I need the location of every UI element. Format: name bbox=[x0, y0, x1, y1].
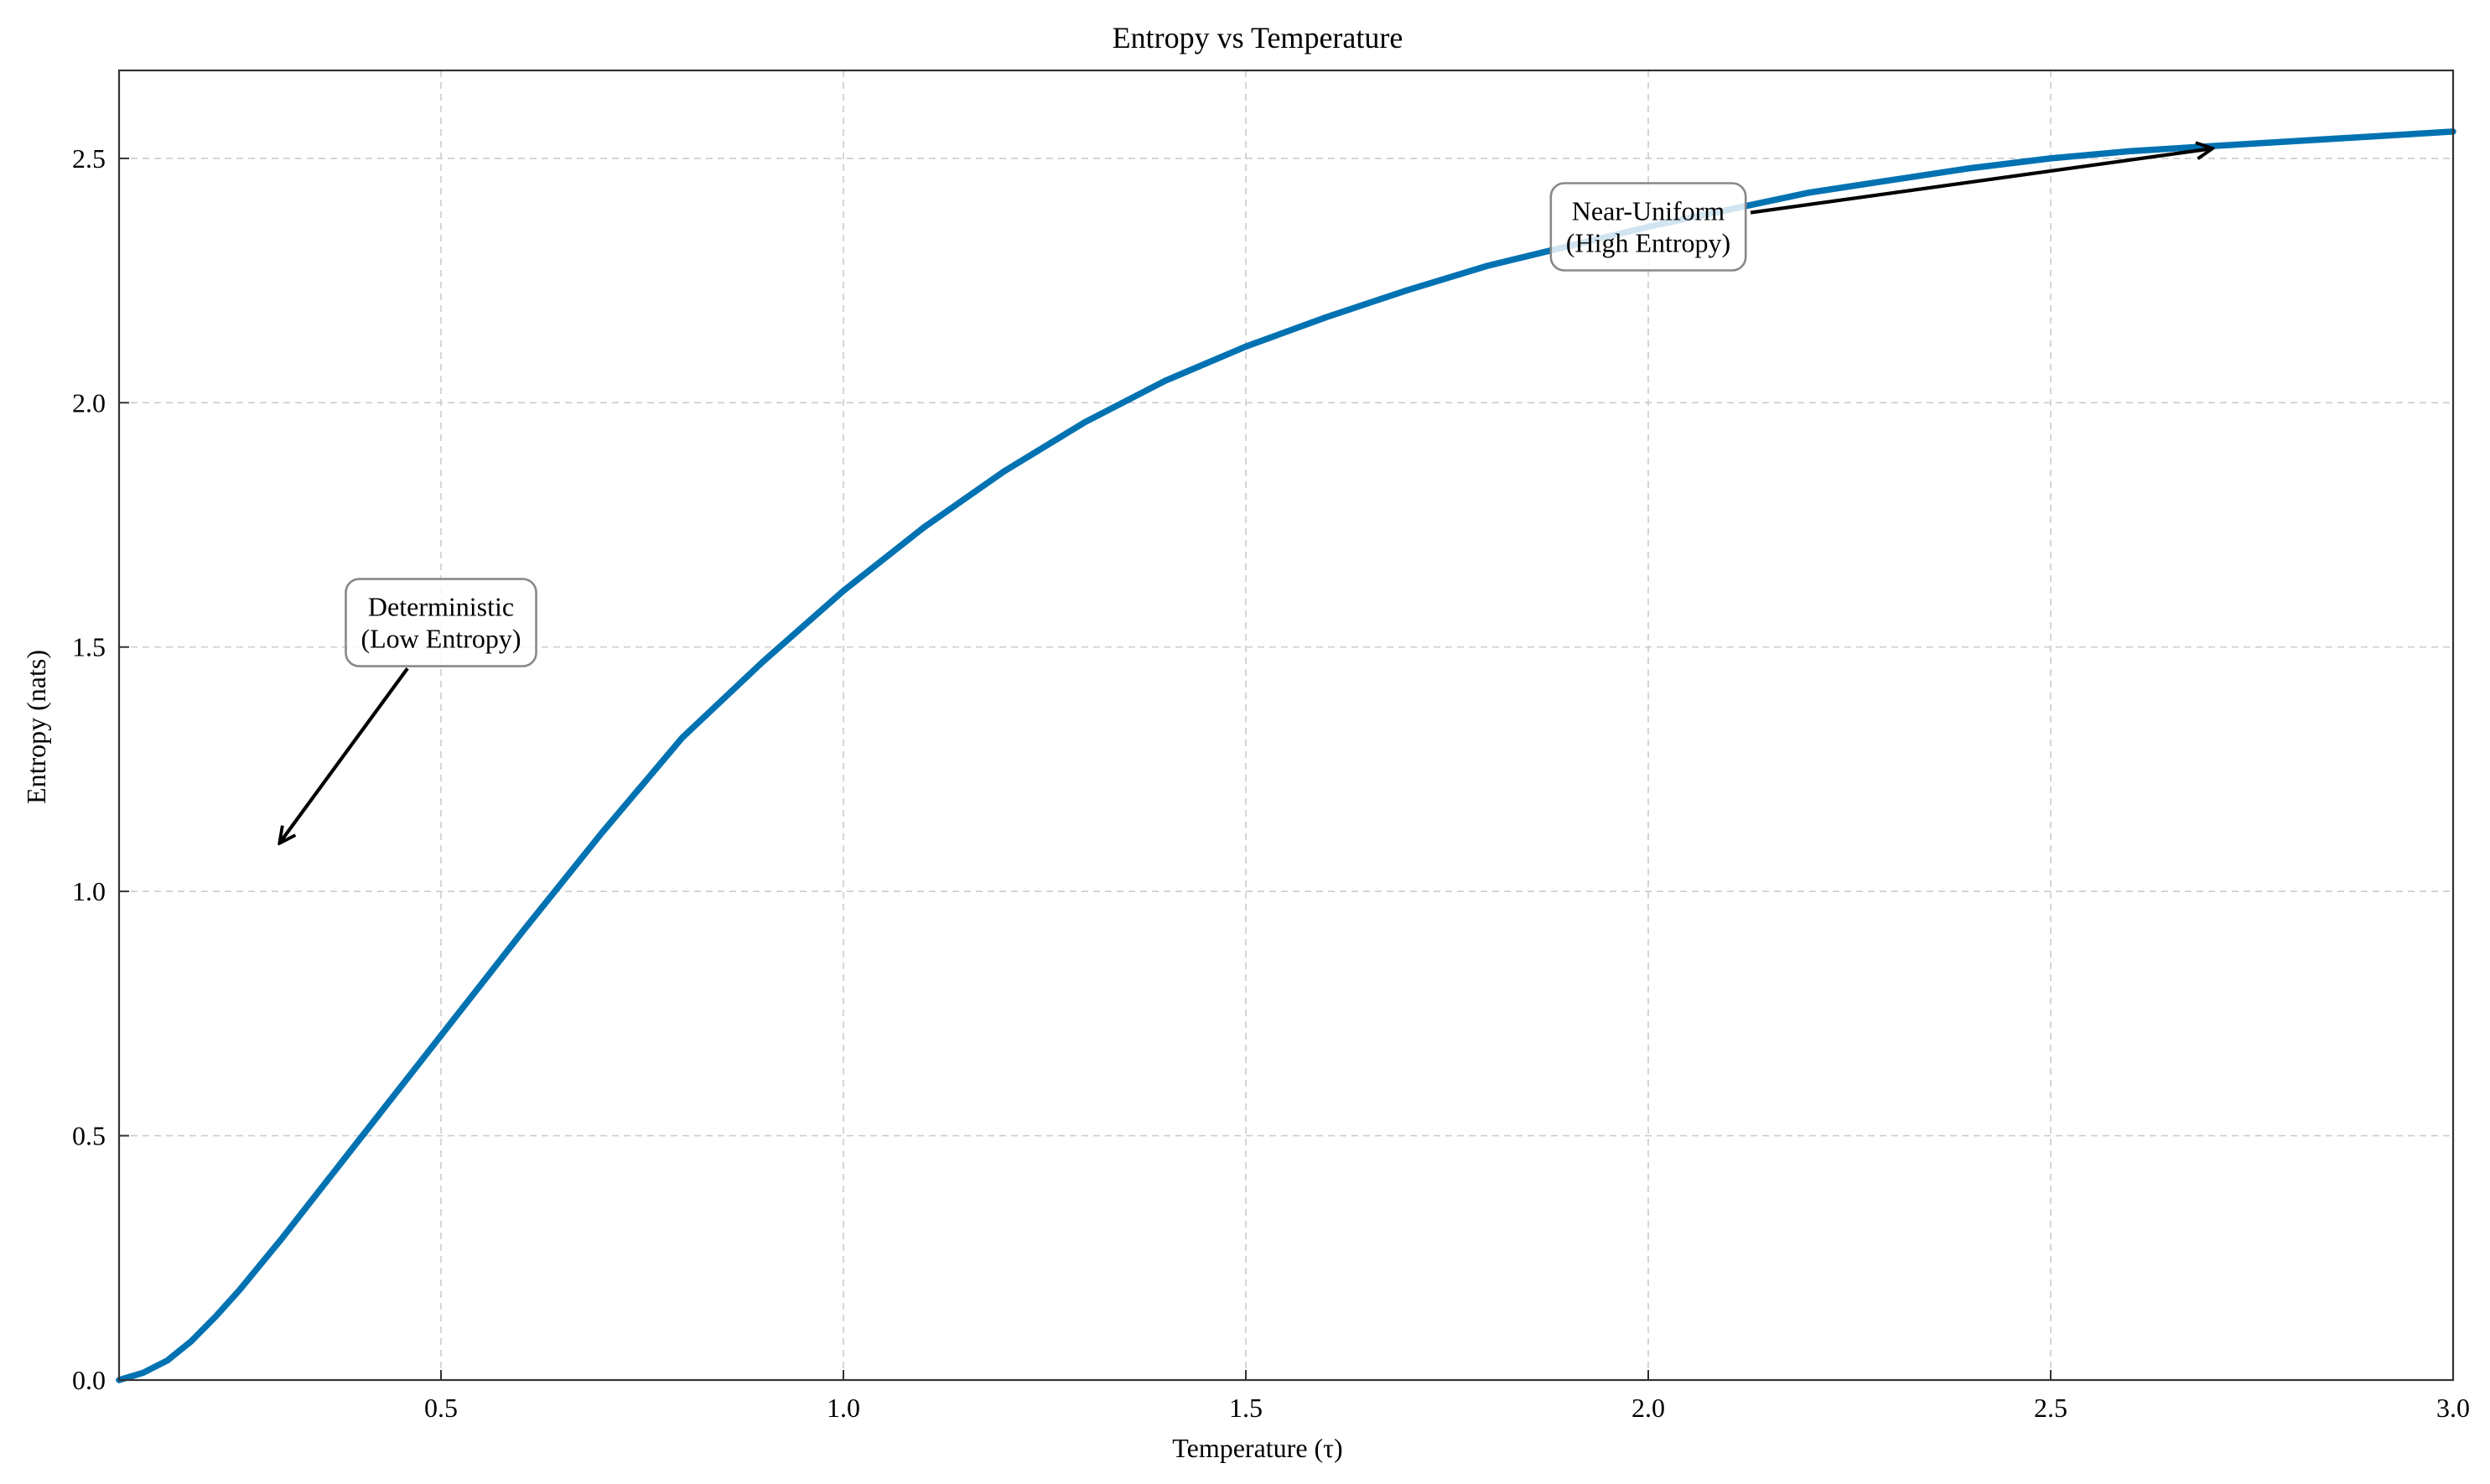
annotation: Near-Uniform(High Entropy) bbox=[1549, 148, 2212, 272]
annotation-text: Deterministic bbox=[368, 591, 514, 621]
annotation-text: (Low Entropy) bbox=[361, 623, 521, 653]
annotation-arrow bbox=[1750, 148, 2212, 215]
annotation-box bbox=[345, 578, 537, 667]
y-axis-label: Entropy (nats) bbox=[21, 650, 51, 804]
x-tick-label: 1.5 bbox=[1229, 1393, 1263, 1423]
x-tick-label: 3.0 bbox=[2436, 1393, 2470, 1423]
y-tick-label: 0.5 bbox=[72, 1121, 106, 1151]
x-tick-label: 0.5 bbox=[424, 1393, 458, 1423]
entropy-line bbox=[116, 128, 2456, 1383]
plot-frame bbox=[117, 69, 2455, 1382]
x-tick-label: 2.0 bbox=[1631, 1393, 1665, 1423]
annotations: Deterministic(Low Entropy) Near-Uniform(H… bbox=[280, 148, 2212, 843]
x-tick-label: 1.0 bbox=[827, 1393, 860, 1423]
annotation: Deterministic(Low Entropy) bbox=[280, 578, 537, 843]
plot-area bbox=[116, 128, 2456, 1383]
x-tick-label: 2.5 bbox=[2034, 1393, 2067, 1423]
y-tick-label: 1.5 bbox=[72, 632, 106, 662]
y-tick-label: 2.5 bbox=[72, 143, 106, 174]
annotation-arrow bbox=[280, 667, 409, 843]
x-axis-label: Temperature (τ) bbox=[1172, 1433, 1342, 1463]
y-tick-label: 2.0 bbox=[72, 387, 106, 418]
axes-ticks: 0.5 1.0 1.5 2.0 2.5 3.0 0.0 0.5 1.0 1.5 2.0 2.5 bbox=[72, 143, 2470, 1423]
y-tick-label: 0.0 bbox=[72, 1365, 106, 1395]
chart-title: Entropy vs Temperature bbox=[1113, 21, 1403, 54]
annotation-text: Near-Uniform bbox=[1572, 195, 1725, 226]
y-tick-label: 1.0 bbox=[72, 876, 106, 906]
annotation-text: (High Entropy) bbox=[1566, 227, 1730, 257]
annotation-box bbox=[1549, 182, 1747, 272]
